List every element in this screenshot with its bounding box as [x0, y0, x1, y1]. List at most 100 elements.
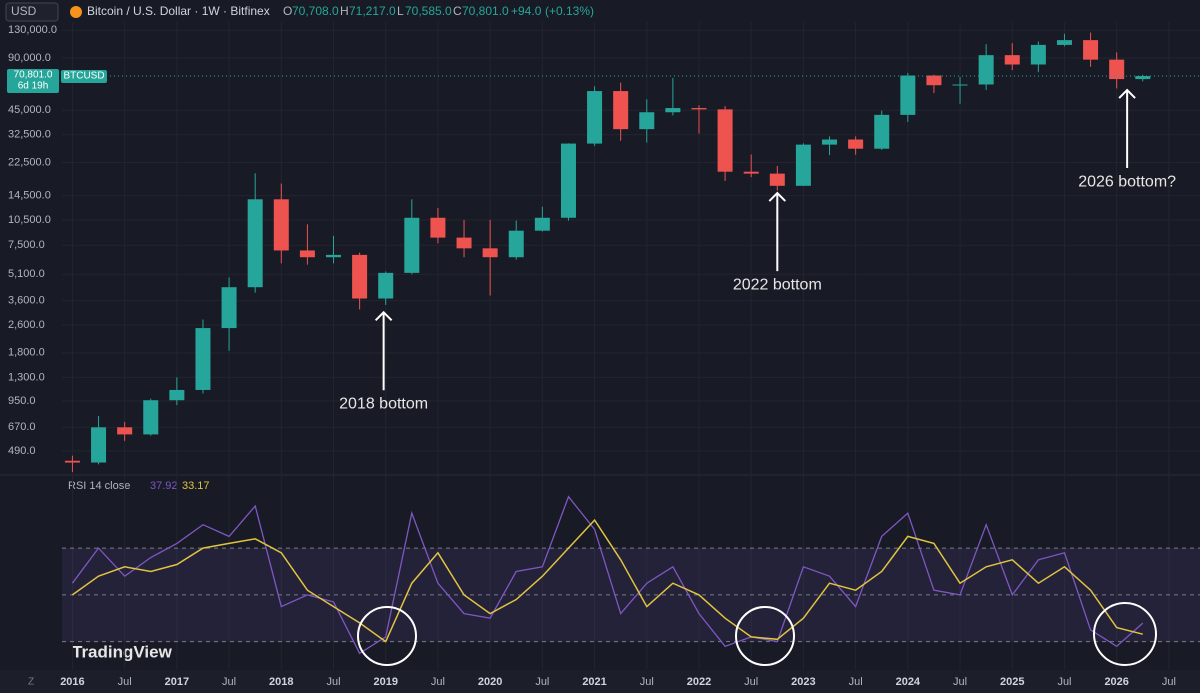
- candle-body: [1004, 55, 1020, 65]
- x-tick-label: Jul: [535, 676, 549, 688]
- candle-body: [117, 427, 133, 435]
- y-tick-label: 670.0: [8, 421, 36, 433]
- candle-body: [795, 144, 811, 186]
- candle-body: [822, 139, 838, 145]
- coin-icon: [70, 6, 82, 18]
- candle-body: [404, 217, 420, 273]
- rsi-line: [71, 495, 1144, 655]
- annotation: 2018 bottom: [339, 396, 428, 413]
- x-tick-label: Jul: [640, 676, 654, 688]
- candle-body: [91, 427, 107, 463]
- candle-body: [1109, 59, 1125, 80]
- legend-value: 71,217.0: [349, 4, 396, 18]
- candle-body: [613, 91, 629, 130]
- logo: TradingView: [72, 642, 173, 661]
- legend-value: 70,585.0: [405, 4, 452, 18]
- y-tick-label: 90,000.0: [8, 52, 51, 64]
- candle-body: [64, 460, 80, 463]
- y-tick-label: 1,300.0: [8, 371, 45, 383]
- candle-body: [247, 199, 263, 288]
- rsi-ma-value: 33.17: [182, 480, 210, 492]
- candle-body: [691, 108, 707, 110]
- annotation: 2022 bottom: [733, 276, 822, 293]
- countdown: 6d 19h: [18, 81, 49, 92]
- candle-body: [299, 250, 315, 258]
- symbol-tag: [61, 70, 107, 84]
- highlight-circle: [735, 606, 795, 666]
- symbol-menu-text[interactable]: USD: [11, 4, 37, 18]
- candle-body: [352, 254, 368, 299]
- highlight-circle: [1093, 602, 1157, 666]
- x-tick-label: 2025: [1000, 676, 1024, 688]
- x-tick-label: Jul: [118, 676, 132, 688]
- y-tick-label: 45,000.0: [8, 104, 51, 116]
- y-tick-label: 3,600.0: [8, 294, 45, 306]
- x-tick-label: 2019: [373, 676, 397, 688]
- candle-body: [1056, 40, 1072, 45]
- y-tick-label: 490.0: [8, 445, 36, 457]
- y-tick-label: 950.0: [8, 395, 36, 407]
- candle-body: [665, 108, 681, 113]
- candle-body: [1135, 76, 1151, 80]
- legend-value: 70,801.0: [462, 4, 509, 18]
- y-tick-label: 10,500.0: [8, 214, 51, 226]
- x-tick-label: 2018: [269, 676, 293, 688]
- candle-body: [326, 254, 342, 258]
- candle-body: [560, 143, 576, 218]
- candle-body: [508, 230, 524, 258]
- rsi-title: RSI 14 close: [68, 480, 130, 492]
- x-tick-label: 2016: [60, 676, 84, 688]
- annotation: 2026 bottom?: [1078, 173, 1176, 190]
- candle-body: [1030, 44, 1046, 65]
- candle-body: [534, 217, 550, 231]
- candle-body: [456, 237, 472, 249]
- annotation-arrowhead: [768, 191, 787, 202]
- x-tick-label: Jul: [744, 676, 758, 688]
- highlight-circle: [357, 606, 417, 666]
- legend-change: +94.0: [511, 4, 542, 18]
- x-tick-label: 2017: [165, 676, 189, 688]
- rsi-value: 37.92: [150, 480, 178, 492]
- candle-body: [952, 84, 968, 86]
- candle-body: [848, 139, 864, 149]
- chart-title: Bitcoin / U.S. Dollar · 1W · Bitfinex: [87, 4, 270, 18]
- candle-body: [587, 91, 603, 144]
- zoom-button[interactable]: Z: [28, 677, 34, 688]
- last-price-label: 70,801.0: [14, 70, 53, 81]
- x-tick-label: Jul: [953, 676, 967, 688]
- x-tick-label: 2026: [1104, 676, 1128, 688]
- symbol-menu[interactable]: [5, 2, 59, 22]
- circle-highlights: [357, 602, 1157, 666]
- x-tick-label: Jul: [326, 676, 340, 688]
- candle-body: [1083, 40, 1099, 60]
- candle-body: [769, 173, 785, 186]
- rsi-ma-line: [71, 518, 1143, 643]
- candle-body: [273, 199, 289, 251]
- candle-body: [717, 109, 733, 172]
- legend-change-pct: (+0.13%): [545, 4, 594, 18]
- y-tick-label: 5,100.0: [8, 268, 45, 280]
- y-tick-label: 14,500.0: [8, 189, 51, 201]
- candle-body: [378, 272, 394, 299]
- x-tick-label: 2023: [791, 676, 815, 688]
- candle-body: [743, 171, 759, 174]
- y-tick-label: 7,500.0: [8, 239, 45, 251]
- symbol-tag-label: BTCUSD: [63, 71, 104, 82]
- time-axis-bar: [0, 670, 1200, 693]
- last-price-tag: [7, 69, 59, 94]
- candle-body: [900, 75, 916, 115]
- x-tick-label: Jul: [431, 676, 445, 688]
- legend-prefix: C: [453, 4, 462, 18]
- y-tick-label: 32,500.0: [8, 129, 51, 141]
- annotation-arrowhead: [1118, 88, 1136, 99]
- x-tick-label: 2021: [582, 676, 606, 688]
- candle-body: [143, 400, 159, 435]
- x-tick-label: Jul: [1162, 676, 1176, 688]
- x-tick-label: Jul: [849, 676, 863, 688]
- x-tick-label: 2020: [478, 676, 502, 688]
- legend-value: 70,708.0: [292, 4, 339, 18]
- annotation-arrowhead: [374, 310, 393, 322]
- y-tick-label: 130,000.0: [8, 24, 57, 36]
- candle-body: [874, 114, 890, 149]
